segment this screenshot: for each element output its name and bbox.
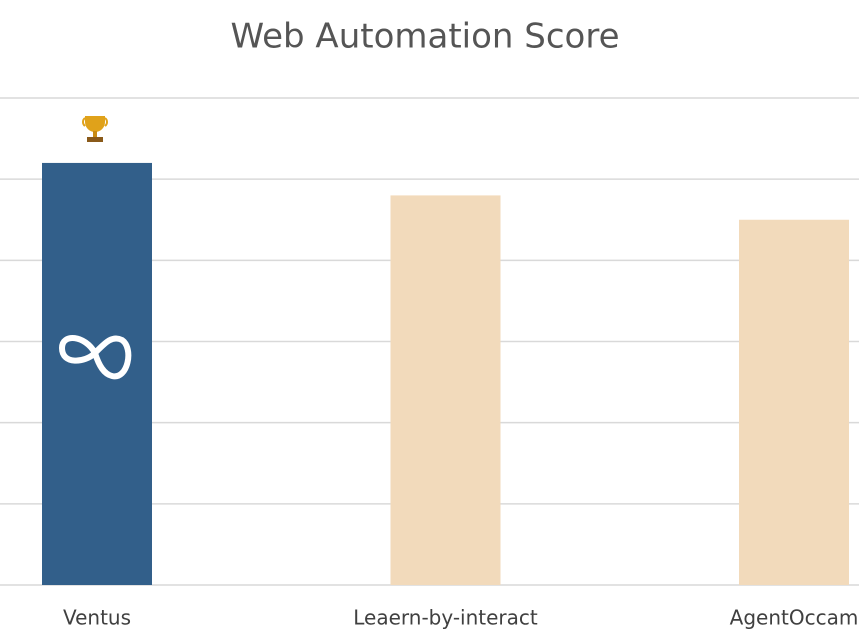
logo-infinity (58, 335, 132, 380)
decorations (58, 116, 132, 380)
x-tick-label: AgentOccam (730, 606, 859, 630)
trophy-icon (82, 116, 108, 142)
bar (739, 219, 849, 585)
bar (42, 162, 152, 585)
bar (390, 195, 501, 585)
x-tick-label: Ventus (63, 606, 131, 630)
chart-title: Web Automation Score (231, 17, 620, 57)
x-tick-label: Leaern-by-interact (353, 606, 538, 630)
